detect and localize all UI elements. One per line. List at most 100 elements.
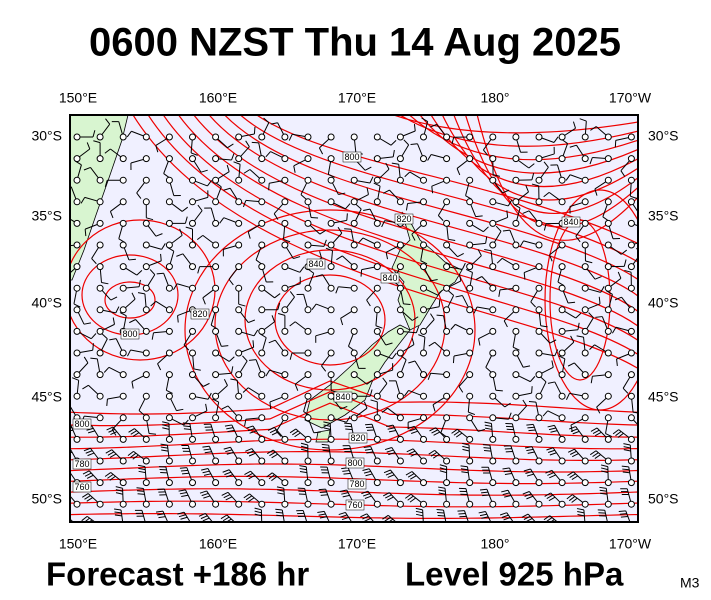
barb-feather: [392, 149, 395, 158]
barb-station: [142, 457, 150, 465]
barb-feather: [524, 493, 532, 497]
barb-feather: [438, 486, 446, 489]
barb-feather: [226, 164, 230, 172]
contour-line: [193, 115, 638, 313]
barb-station: [165, 327, 173, 335]
contour-label: 840: [335, 392, 350, 402]
barb-station: [627, 457, 635, 465]
barb-feather: [161, 449, 169, 452]
contour-label-box: [347, 478, 367, 490]
barb-feather: [62, 447, 69, 449]
barb-station: [373, 155, 381, 163]
barb-feather: [226, 451, 234, 455]
barb-feather: [620, 249, 628, 255]
barb-feather: [193, 368, 201, 371]
barb-station: [627, 219, 635, 227]
barb-station: [235, 349, 243, 357]
barb-station: [304, 414, 312, 422]
barb-feather: [481, 491, 489, 494]
barb-feather: [375, 325, 383, 329]
barb-feather: [82, 384, 89, 390]
barb-station: [582, 523, 588, 529]
barb-feather: [203, 495, 211, 499]
barb-feather: [86, 497, 93, 502]
barb-feather: [202, 470, 210, 474]
barb-feather: [157, 363, 162, 371]
barb-station: [396, 176, 404, 184]
barb-feather: [478, 511, 486, 514]
barb-feather: [341, 516, 349, 521]
barb-station: [189, 414, 196, 422]
barb-feather: [594, 188, 598, 196]
barb-feather: [568, 301, 576, 304]
barb-feather: [224, 424, 232, 427]
barb-feather: [322, 449, 330, 452]
contour-line: [408, 115, 638, 161]
barb-feather: [432, 404, 436, 412]
barb-feather: [438, 492, 446, 495]
barb-feather: [162, 421, 170, 424]
barb-station: [350, 176, 358, 184]
barb-station: [142, 176, 150, 184]
barb-station: [512, 479, 520, 487]
barb-station: [235, 371, 243, 379]
barb-station: [119, 392, 127, 400]
barb-feather: [526, 423, 534, 426]
barb-feather: [337, 226, 343, 234]
barb-feather: [461, 262, 466, 270]
barb-feather: [138, 464, 146, 468]
barb-feather: [92, 130, 96, 138]
barb-station: [327, 349, 335, 357]
barb-station: [627, 306, 635, 314]
barb-station: [558, 349, 566, 357]
contour-label: 780: [74, 459, 89, 469]
barb-station: [327, 371, 335, 379]
barb-feather: [420, 260, 428, 265]
barb-feather: [335, 286, 339, 294]
barb-feather: [611, 327, 617, 334]
barb-station: [189, 435, 196, 443]
barb-station: [604, 371, 612, 379]
barb-feather: [605, 433, 613, 438]
barb-feather: [106, 398, 108, 406]
barb-feather: [407, 425, 415, 430]
barb-station: [96, 263, 104, 271]
barb-feather: [161, 243, 166, 250]
barb-feather: [197, 204, 203, 211]
barb-feather: [384, 447, 392, 451]
barb-station: [489, 414, 497, 422]
barb-feather: [180, 516, 188, 520]
barb-feather: [550, 430, 558, 433]
barb-station: [489, 241, 497, 249]
barb-station: [142, 306, 150, 314]
barb-feather: [215, 182, 222, 188]
barb-feather: [179, 492, 187, 495]
barb-feather: [600, 286, 605, 293]
barb-feather: [616, 358, 618, 367]
barb-feather: [183, 419, 189, 426]
barb-feather: [293, 165, 296, 173]
barb-feather: [439, 467, 447, 471]
barb-station: [489, 327, 497, 335]
barb-station: [142, 219, 150, 227]
barb-station: [512, 133, 520, 141]
barb-station: [396, 500, 404, 508]
barb-feather: [403, 303, 411, 305]
barb-station: [258, 133, 266, 141]
barb-feather: [323, 239, 327, 247]
barb-station: [604, 284, 612, 292]
barb-station: [96, 371, 104, 379]
barb-station: [512, 327, 520, 335]
barb-station: [420, 435, 427, 443]
barb-station: [535, 414, 543, 422]
barb-station: [305, 523, 311, 529]
barb-feather: [478, 428, 486, 432]
barb-station: [558, 263, 566, 271]
barb-feather: [248, 452, 256, 457]
barb-station: [490, 523, 496, 529]
barb-feather: [415, 507, 423, 511]
barb-feather: [131, 292, 136, 300]
barb-feather: [345, 428, 353, 431]
contour-label-box: [345, 457, 365, 469]
barb-station: [304, 349, 312, 357]
